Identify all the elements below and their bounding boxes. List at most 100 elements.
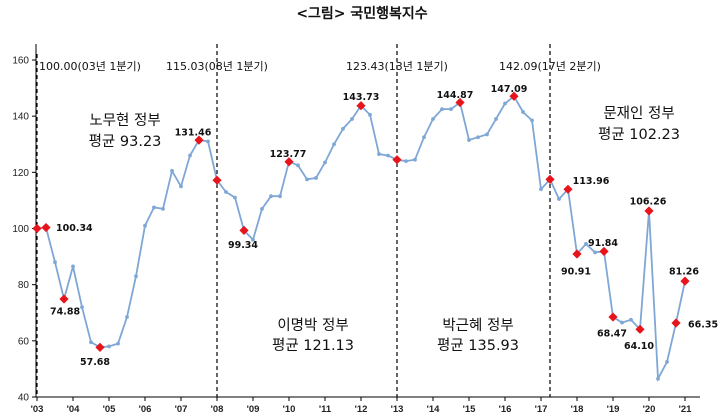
data-point xyxy=(503,101,507,106)
data-label: 64.10 xyxy=(624,341,654,352)
highlight-marker xyxy=(239,225,249,235)
y-tick-label: 60 xyxy=(18,336,30,347)
y-tick-label: 160 xyxy=(12,56,29,67)
highlight-marker xyxy=(356,101,366,111)
axes: 40 60 80 100 120 140 160 '03 '04 '05 '06 '07 '08 '09 '… xyxy=(12,44,700,415)
era-name-label: 이명박 정부 xyxy=(277,317,348,334)
data-label: 123.77 xyxy=(270,149,307,160)
era-name-label: 박근혜 정부 xyxy=(442,317,513,334)
highlight-marker xyxy=(680,276,690,286)
data-point xyxy=(539,187,543,192)
data-point xyxy=(368,112,372,117)
highlight-marker xyxy=(509,91,519,101)
highlight-marker xyxy=(32,223,42,234)
data-point xyxy=(224,190,228,194)
data-point xyxy=(89,340,93,345)
x-tick-label: '20 xyxy=(643,404,656,415)
data-point xyxy=(476,135,480,140)
data-point xyxy=(341,126,345,131)
x-tick-label: '14 xyxy=(427,404,441,415)
data-point xyxy=(413,157,417,162)
highlight-marker xyxy=(635,324,645,334)
era-name-label: 노무현 정부 xyxy=(89,112,160,129)
highlight-marker xyxy=(455,97,465,108)
data-label: 81.26 xyxy=(669,267,699,278)
data-point xyxy=(305,177,309,182)
data-label: 106.26 xyxy=(630,196,667,207)
x-tick-label: '12 xyxy=(355,404,368,415)
x-tick-label: '07 xyxy=(175,404,188,415)
data-point xyxy=(251,237,255,242)
data-point xyxy=(170,169,174,173)
highlight-marker xyxy=(95,342,105,352)
y-tick-label: 80 xyxy=(18,280,30,291)
era-average-label: 평균 93.23 xyxy=(89,133,162,150)
period-label: 142.09(17년 2분기) xyxy=(499,60,601,73)
highlight-marker xyxy=(41,222,51,233)
x-tick-label: '06 xyxy=(139,404,152,415)
y-tick-label: 40 xyxy=(18,393,30,404)
data-point xyxy=(152,205,156,210)
data-point xyxy=(134,274,138,279)
highlight-marker xyxy=(59,294,69,304)
data-point xyxy=(161,206,165,211)
data-point xyxy=(116,341,120,346)
data-point xyxy=(314,176,318,180)
highlight-marker xyxy=(608,312,618,322)
data-point xyxy=(350,117,354,121)
period-labels: 100.00(03년 1분기) 115.03(08년 1분기) 123.43(13년… xyxy=(39,60,601,73)
data-point xyxy=(269,194,273,199)
data-point xyxy=(125,315,129,319)
era-average-label: 평균 135.93 xyxy=(437,337,519,354)
highlight-marker xyxy=(599,246,609,257)
data-point xyxy=(296,163,300,168)
highlight-marker xyxy=(671,318,681,328)
period-label: 100.00(03년 1분기) xyxy=(39,60,141,73)
highlight-marker xyxy=(284,157,294,167)
data-point xyxy=(233,195,237,200)
era-average-label: 평균 121.13 xyxy=(272,337,354,354)
data-point xyxy=(494,117,498,121)
x-tick-label: '11 xyxy=(319,404,332,415)
data-point xyxy=(179,184,183,189)
data-point xyxy=(593,250,597,255)
data-label: 99.34 xyxy=(228,240,258,251)
y-tick-label: 120 xyxy=(12,168,29,179)
data-label: 57.68 xyxy=(80,357,110,368)
data-point xyxy=(467,138,471,142)
data-label: 68.47 xyxy=(597,329,627,340)
highlight-marker xyxy=(194,135,204,145)
data-point xyxy=(377,152,381,156)
y-tick-label: 100 xyxy=(12,224,29,235)
data-point xyxy=(332,142,336,147)
data-point xyxy=(629,317,633,322)
data-point xyxy=(80,305,84,310)
data-point xyxy=(431,117,435,121)
period-label: 115.03(08년 1분기) xyxy=(166,60,268,73)
highlight-marker xyxy=(212,175,222,185)
data-point xyxy=(521,110,525,114)
data-point xyxy=(449,107,453,112)
data-point xyxy=(584,242,588,246)
x-tick-label: '13 xyxy=(391,404,404,415)
data-point xyxy=(278,194,282,199)
x-tick-label: '15 xyxy=(463,404,477,415)
x-tick-label: '04 xyxy=(67,404,81,415)
data-label: 131.46 xyxy=(175,128,212,139)
data-point xyxy=(71,264,75,269)
data-point xyxy=(404,159,408,164)
data-point xyxy=(485,132,489,137)
chart-title: <그림> 국민행복지수 xyxy=(296,5,427,22)
point-label-group: 100.34 74.88 57.68 131.46 99.34 123.77 143.73 1… xyxy=(50,84,718,368)
x-tick-label: '17 xyxy=(535,404,548,415)
x-tick-label: '08 xyxy=(211,404,224,415)
data-point xyxy=(53,260,57,265)
data-label: 147.09 xyxy=(491,84,528,95)
x-tick-label: '03 xyxy=(31,404,44,415)
data-point xyxy=(386,153,390,158)
x-tick-label: '21 xyxy=(679,404,693,415)
highlight-marker xyxy=(545,174,555,184)
highlight-marker xyxy=(563,184,573,194)
